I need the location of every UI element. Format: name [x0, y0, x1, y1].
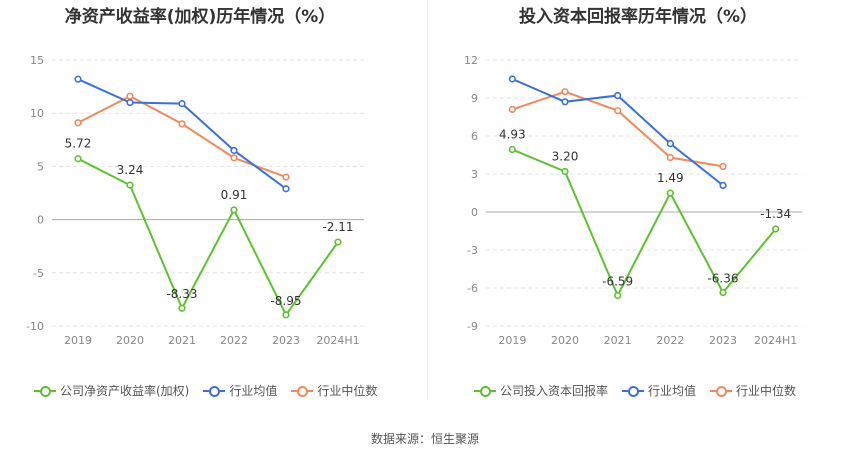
data-point: [508, 145, 516, 154]
legend-avg-marker-icon: [203, 385, 226, 397]
x-tick-label: 2021: [168, 334, 196, 347]
chart-divider: [427, 0, 428, 400]
series-line-0: [77, 157, 339, 317]
x-tick-label: 2024H1: [316, 334, 359, 347]
data-point: [508, 105, 516, 113]
data-point: [178, 100, 186, 108]
y-tick-label: 0: [37, 214, 44, 227]
legend-median-marker-icon: [291, 385, 314, 397]
legend-label: 公司投入资本回报率: [500, 384, 609, 398]
data-point: [282, 173, 290, 181]
x-tick-label: 2019: [498, 334, 526, 347]
y-tick-label: -6: [467, 282, 478, 295]
data-label: 5.72: [65, 137, 92, 151]
x-tick-label: 2024H1: [754, 334, 797, 347]
data-label: -8.95: [270, 294, 301, 308]
data-point: [614, 291, 622, 300]
x-tick-label: 2019: [64, 334, 92, 347]
data-point: [719, 181, 727, 189]
y-tick-label: 15: [30, 54, 44, 67]
legend-roic: 公司投入资本回报率 行业均值 行业中位数: [474, 382, 810, 399]
x-tick-label: 2021: [604, 334, 632, 347]
data-point: [178, 120, 186, 128]
legend-company-marker-icon: [34, 385, 56, 397]
legend-item-company[interactable]: 公司净资产收益率(加权): [34, 382, 189, 399]
chart-title-roic: 投入资本回报率历年情况（%）: [518, 7, 758, 27]
data-source-note: 数据来源：恒生聚源: [370, 432, 479, 446]
legend-label: 行业中位数: [317, 384, 378, 398]
data-point: [561, 98, 569, 106]
data-point: [561, 167, 569, 176]
legend-item-company[interactable]: 公司投入资本回报率: [474, 382, 608, 399]
data-point: [666, 140, 674, 148]
data-point: [126, 92, 134, 100]
series-line-1: [77, 78, 287, 190]
legend-avg-marker-icon: [622, 385, 645, 397]
legend-label: 行业均值: [229, 384, 278, 398]
data-point: [561, 88, 569, 96]
data-label: -8.33: [166, 287, 197, 301]
y-tick-label: -9: [467, 320, 478, 333]
x-tick-label: 2022: [220, 334, 248, 347]
x-tick-label: 2020: [551, 334, 579, 347]
series-line-0: [511, 148, 777, 298]
legend-item-industry-median[interactable]: 行业中位数: [710, 382, 796, 399]
x-tick-label: 2020: [116, 334, 144, 347]
y-tick-label: 3: [471, 168, 478, 181]
data-point: [334, 238, 342, 246]
data-point: [614, 91, 622, 100]
data-point: [508, 75, 516, 83]
data-point: [230, 146, 238, 155]
y-tick-label: 0: [471, 206, 478, 219]
data-label: -2.11: [322, 220, 353, 234]
charts-canvas: 15 10 5 0 -5 -10 2019 2020 2021 2022 2023 2024H1 5.7…: [26, 54, 802, 347]
series-line-2: [512, 90, 724, 168]
data-point: [282, 311, 290, 319]
data-point: [614, 107, 622, 115]
legend-label: 行业均值: [648, 384, 697, 398]
legend-roe: 公司净资产收益率(加权) 行业均值 行业中位数: [34, 382, 391, 399]
y-tick-label: 12: [464, 54, 478, 67]
y-tick-label: -3: [467, 244, 478, 257]
x-tick-label: 2023: [709, 334, 737, 347]
y-tick-label: 6: [471, 130, 478, 143]
y-tick-label: 9: [471, 92, 478, 105]
data-point: [666, 189, 674, 197]
legend-item-industry-avg[interactable]: 行业均值: [622, 382, 696, 399]
data-point: [74, 119, 82, 127]
legend-item-industry-median[interactable]: 行业中位数: [291, 382, 377, 399]
chart-title-roe: 净资产收益率(加权)历年情况（%）: [64, 7, 336, 27]
data-point: [719, 162, 727, 170]
data-point: [126, 181, 134, 189]
legend-label: 行业中位数: [736, 384, 797, 398]
data-label: 3.20: [552, 149, 579, 163]
data-label: 3.24: [117, 163, 144, 177]
y-tick-label: -5: [33, 267, 44, 280]
data-point: [74, 155, 82, 163]
y-tick-label: 10: [30, 107, 44, 120]
data-point: [666, 153, 674, 162]
legend-median-marker-icon: [710, 385, 733, 397]
data-label: 4.93: [499, 128, 526, 142]
data-point: [719, 288, 727, 297]
data-label: 1.49: [657, 171, 684, 185]
legend-company-marker-icon: [474, 385, 496, 397]
data-point: [282, 185, 290, 193]
x-tick-label: 2023: [272, 334, 300, 347]
data-point: [230, 154, 238, 162]
data-label: -6.59: [602, 274, 633, 288]
data-point: [230, 206, 238, 214]
data-point: [126, 98, 134, 107]
data-label: -6.36: [707, 272, 738, 286]
legend-item-industry-avg[interactable]: 行业均值: [203, 382, 277, 399]
x-tick-label: 2022: [656, 334, 684, 347]
y-tick-label: 5: [37, 160, 44, 173]
legend-label: 公司净资产收益率(加权): [60, 384, 190, 398]
data-point: [178, 304, 186, 312]
data-point: [772, 225, 780, 233]
y-tick-label: -10: [26, 320, 44, 333]
data-point: [74, 75, 82, 83]
data-label: -1.34: [760, 207, 791, 221]
data-label: 0.91: [221, 188, 248, 202]
